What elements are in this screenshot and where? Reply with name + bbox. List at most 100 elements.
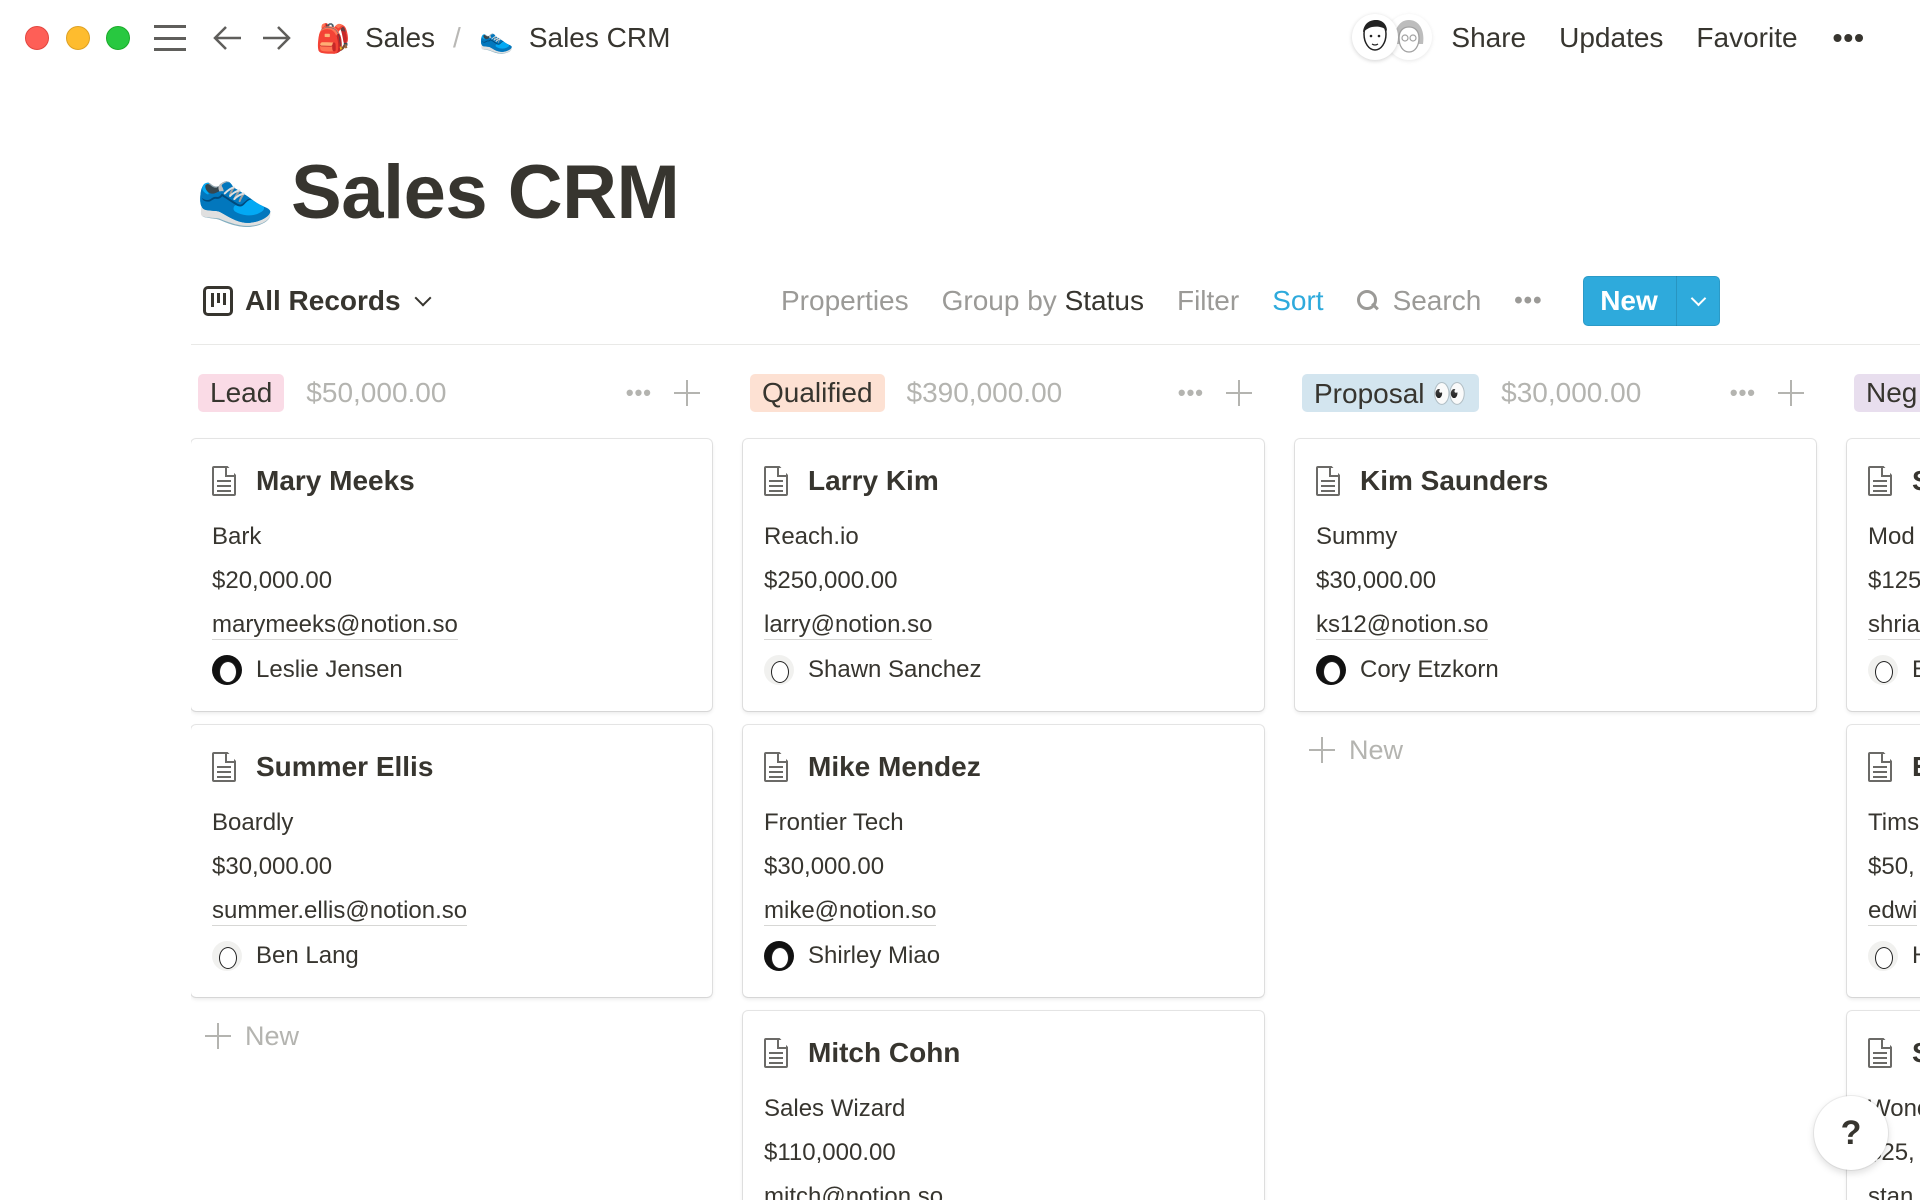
add-card-icon[interactable] <box>1778 380 1804 406</box>
help-button[interactable]: ? <box>1814 1096 1888 1170</box>
owner-name: Leslie Jensen <box>256 656 403 683</box>
sort-button[interactable]: Sort <box>1272 285 1324 316</box>
person-avatar-icon <box>1316 655 1346 685</box>
more-view-options-icon[interactable]: ••• <box>1514 287 1543 314</box>
group-by-button[interactable]: Group by Status <box>942 285 1144 317</box>
favorite-button[interactable]: Favorite <box>1696 22 1798 53</box>
board-view-icon <box>203 286 233 316</box>
card-title: Mitch Cohn <box>808 1037 961 1068</box>
page-icon <box>764 752 788 782</box>
status-tag[interactable]: Proposal 👀 <box>1302 374 1480 412</box>
plus-icon <box>1309 737 1335 763</box>
sidebar-toggle-icon[interactable] <box>152 25 188 51</box>
breadcrumb-separator: / <box>453 22 461 53</box>
card-title: Summer Ellis <box>256 751 434 782</box>
search-button[interactable]: Search <box>1356 285 1481 317</box>
email-link[interactable]: shria <box>1868 611 1920 640</box>
card-title: Larry Kim <box>808 465 939 496</box>
board-card[interactable]: Kim Saunders Summy $30,000.00 ks12@notio… <box>1295 439 1816 711</box>
add-new-card-button[interactable]: New <box>191 1011 712 1061</box>
email-link[interactable]: stan <box>1868 1183 1914 1200</box>
owner-name: H <box>1912 942 1920 970</box>
breadcrumb-sales-crm[interactable]: 👟 Sales CRM <box>479 22 670 55</box>
card-title: Mike Mendez <box>808 751 981 782</box>
status-tag[interactable]: Lead <box>198 374 285 412</box>
person-avatar-icon <box>212 655 242 685</box>
page-icon <box>764 1038 788 1068</box>
card-value: $125 <box>1868 567 1920 594</box>
person-avatar-icon <box>1868 655 1898 685</box>
share-button[interactable]: Share <box>1451 22 1527 53</box>
owner-name: Shirley Miao <box>808 942 941 969</box>
card-email: marymeeks@notion.so <box>212 603 691 647</box>
status-tag[interactable]: Qualified <box>750 374 885 412</box>
column-more-icon[interactable]: ••• <box>625 380 652 405</box>
card-email: ks12@notion.so <box>1316 603 1795 647</box>
card-value: $30,000.00 <box>212 853 333 880</box>
new-record-button[interactable]: New <box>1600 285 1658 316</box>
email-link[interactable]: edwi <box>1868 897 1918 926</box>
board-card[interactable]: Mary Meeks Bark $20,000.00 marymeeks@not… <box>191 439 712 711</box>
board-card[interactable]: Larry Kim Reach.io $250,000.00 larry@not… <box>743 439 1264 711</box>
card-company: Mod <box>1868 523 1915 550</box>
email-link[interactable]: ks12@notion.so <box>1316 611 1489 640</box>
view-selector[interactable]: All Records <box>203 285 432 317</box>
updates-button[interactable]: Updates <box>1559 22 1664 53</box>
page-actions: Share Updates Favorite ••• <box>1451 16 1920 60</box>
filter-button[interactable]: Filter <box>1176 285 1240 316</box>
column-header: Qualified $390,000.00 ••• <box>743 372 1264 414</box>
collaborator-avatars[interactable] <box>1352 14 1436 64</box>
person-avatar-icon <box>212 941 242 971</box>
back-arrow-icon[interactable] <box>210 22 246 54</box>
email-link[interactable]: marymeeks@notion.so <box>212 611 458 640</box>
breadcrumb-sales[interactable]: 🎒 Sales <box>315 22 435 55</box>
new-record-split-button: New <box>1582 276 1720 326</box>
new-record-template-dropdown[interactable] <box>1675 276 1720 326</box>
email-link[interactable]: summer.ellis@notion.so <box>212 897 468 926</box>
column-sum: $30,000.00 <box>1501 377 1642 408</box>
board-card[interactable]: S Wonc $25, stan <box>1847 1011 1920 1200</box>
sneaker-page-icon[interactable]: 👟 <box>195 155 276 228</box>
minimize-window-button[interactable] <box>66 26 90 50</box>
add-new-card-button[interactable]: New <box>1295 725 1816 775</box>
add-card-icon[interactable] <box>1226 380 1252 406</box>
card-email: mitch@notion.so <box>764 1175 1243 1200</box>
zoom-window-button[interactable] <box>106 26 130 50</box>
board-card[interactable]: S Mod $125 shria E <box>1847 439 1920 711</box>
board-card[interactable]: Summer Ellis Boardly $30,000.00 summer.e… <box>191 725 712 997</box>
card-owner: Cory Etzkorn <box>1316 647 1795 693</box>
card-value: $250,000.00 <box>764 567 898 594</box>
properties-button[interactable]: Properties <box>781 285 909 316</box>
page-title[interactable]: Sales CRM <box>291 149 680 235</box>
email-link[interactable]: mitch@notion.so <box>764 1183 944 1200</box>
card-company: Tims <box>1868 809 1920 836</box>
email-link[interactable]: mike@notion.so <box>764 897 937 926</box>
status-tag[interactable]: Neg <box>1854 374 1920 412</box>
card-email: summer.ellis@notion.so <box>212 889 691 933</box>
board-card[interactable]: Mike Mendez Frontier Tech $30,000.00 mik… <box>743 725 1264 997</box>
more-options-icon[interactable]: ••• <box>1832 22 1865 53</box>
card-title: Kim Saunders <box>1360 465 1549 496</box>
close-window-button[interactable] <box>25 26 49 50</box>
card-company: Reach.io <box>764 523 859 550</box>
owner-name: Cory Etzkorn <box>1360 656 1499 683</box>
board-column-proposal: Proposal 👀 $30,000.00 ••• Kim Saunders S… <box>1295 372 1816 765</box>
person-avatar-icon <box>1868 941 1898 971</box>
new-label: New <box>1349 734 1404 765</box>
column-more-icon[interactable]: ••• <box>1729 380 1756 405</box>
add-card-icon[interactable] <box>674 380 700 406</box>
breadcrumb-label: Sales <box>365 22 436 53</box>
card-value: $110,000.00 <box>764 1139 896 1166</box>
chevron-down-icon <box>414 289 432 307</box>
view-label: All Records <box>245 285 401 316</box>
forward-arrow-icon[interactable] <box>258 22 294 54</box>
card-owner: Shirley Miao <box>764 933 1243 979</box>
board-card[interactable]: E Tims $50, edwi H <box>1847 725 1920 997</box>
column-more-icon[interactable]: ••• <box>1177 380 1204 405</box>
board-column-qualified: Qualified $390,000.00 ••• Larry Kim Reac… <box>743 372 1264 1200</box>
board-card[interactable]: Mitch Cohn Sales Wizard $110,000.00 mitc… <box>743 1011 1264 1200</box>
email-link[interactable]: larry@notion.so <box>764 611 933 640</box>
toolbar-divider <box>191 344 1920 345</box>
column-sum: $50,000.00 <box>306 377 447 408</box>
card-email: mike@notion.so <box>764 889 1243 933</box>
